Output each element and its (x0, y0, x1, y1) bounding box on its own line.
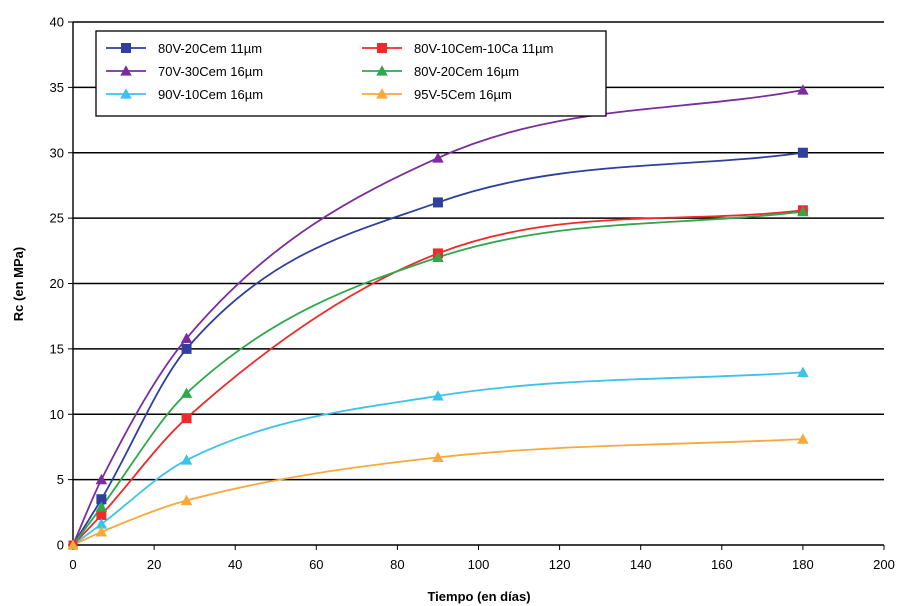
x-tick-label: 100 (468, 557, 490, 572)
legend-label: 90V-10Cem 16µm (158, 87, 263, 102)
x-tick-label: 180 (792, 557, 814, 572)
marker-triangle (67, 539, 79, 550)
x-tick-label: 0 (69, 557, 76, 572)
legend-box (95, 30, 607, 117)
y-tick-label: 15 (50, 341, 64, 356)
y-tick-label: 20 (50, 276, 64, 291)
x-tick-label: 200 (873, 557, 895, 572)
y-axis-title: Rc (en MPa) (11, 247, 26, 321)
y-tick-label: 35 (50, 80, 64, 95)
marker-triangle (120, 88, 132, 99)
marker-triangle (180, 454, 193, 465)
legend-label: 70V-30Cem 16µm (158, 64, 263, 79)
x-tick-label: 80 (390, 557, 404, 572)
marker-square (797, 147, 808, 158)
legend-label: 80V-20Cem 16µm (414, 64, 519, 79)
x-tick-label: 60 (309, 557, 323, 572)
x-tick-label: 160 (711, 557, 733, 572)
marker-triangle (95, 518, 108, 529)
y-tick-label: 25 (50, 211, 64, 226)
marker-triangle (95, 501, 108, 512)
y-tick-label: 0 (57, 538, 64, 553)
x-tick-label: 140 (630, 557, 652, 572)
marker-triangle (180, 332, 193, 344)
marker-triangle (180, 494, 193, 506)
marker-triangle (95, 473, 108, 485)
marker-triangle (376, 88, 388, 99)
y-tick-label: 10 (50, 407, 64, 422)
marker-square (377, 43, 387, 53)
x-axis-title: Tiempo (en días) (427, 589, 530, 604)
marker-square (96, 509, 107, 520)
legend: 80V-20Cem 11µm 80V-10Cem-10Ca 11µm 70V-30C… (95, 30, 607, 117)
legend-label: 80V-10Cem-10Ca 11µm (414, 41, 553, 56)
marker-square (432, 197, 443, 208)
marker-triangle (797, 84, 809, 95)
y-tick-label: 30 (50, 145, 64, 160)
marker-triangle (180, 387, 193, 398)
marker-triangle (432, 390, 444, 401)
marker-square (181, 343, 192, 354)
y-tick-label: 5 (57, 472, 64, 487)
marker-triangle (95, 526, 108, 537)
marker-square (121, 43, 131, 53)
marker-triangle (376, 65, 388, 76)
marker-triangle (432, 451, 444, 462)
marker-triangle (797, 366, 809, 378)
legend-label: 80V-20Cem 11µm (158, 41, 262, 56)
x-tick-label: 20 (147, 557, 161, 572)
y-tick-label: 40 (50, 15, 64, 30)
marker-square (181, 413, 192, 424)
marker-triangle (120, 65, 132, 76)
marker-triangle (797, 433, 809, 444)
x-tick-label: 120 (549, 557, 571, 572)
x-tick-label: 40 (228, 557, 242, 572)
marker-square (96, 494, 107, 505)
axes: 0 5 10 15 20 25 30 35 40 0 20 40 60 80 100 120 140 160 180… (50, 15, 895, 573)
marker-triangle (797, 205, 809, 217)
marker-triangle (432, 152, 444, 163)
marker-triangle (432, 251, 444, 262)
legend-label: 95V-5Cem 16µm (414, 87, 512, 102)
series-markers (67, 84, 809, 550)
